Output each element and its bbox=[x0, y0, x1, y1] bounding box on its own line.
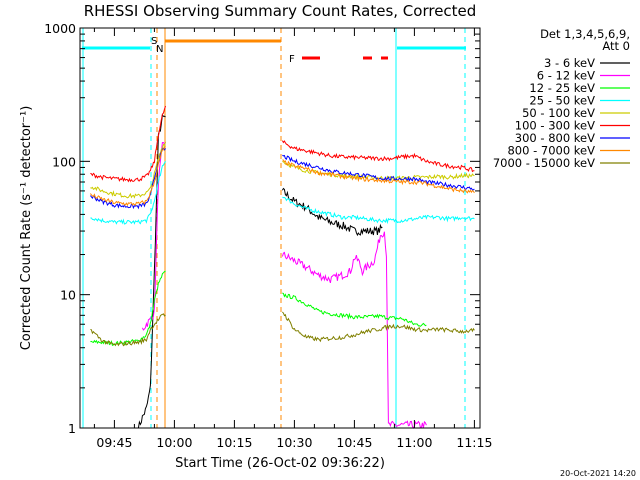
series-line bbox=[281, 231, 427, 429]
legend-label: 7000 - 15000 keV bbox=[493, 156, 595, 170]
series-line bbox=[90, 147, 167, 210]
plot-frame bbox=[79, 27, 481, 429]
flare-marker: F bbox=[289, 54, 295, 65]
series-line bbox=[282, 196, 475, 225]
chart-title: RHESSI Observing Summary Count Rates, Co… bbox=[84, 2, 477, 20]
series-line bbox=[282, 292, 427, 327]
series-line bbox=[137, 113, 166, 429]
series-line bbox=[90, 270, 166, 347]
series-line bbox=[90, 105, 167, 183]
legend-label: 800 - 7000 keV bbox=[507, 144, 595, 158]
y-tick-label: 1 bbox=[68, 421, 76, 436]
legend-header: Att 0 bbox=[602, 39, 630, 53]
night-marker: N bbox=[156, 44, 163, 55]
x-tick-label: 10:45 bbox=[336, 435, 372, 450]
x-tick-label: 11:15 bbox=[456, 435, 492, 450]
y-tick-label: 10 bbox=[60, 288, 76, 303]
y-tick-label: 100 bbox=[52, 154, 76, 169]
legend-label: 6 - 12 keV bbox=[537, 69, 595, 83]
legend-label: 50 - 100 keV bbox=[522, 106, 595, 120]
x-tick-label: 10:30 bbox=[276, 435, 312, 450]
series-line bbox=[90, 141, 167, 199]
x-tick-label: 09:45 bbox=[96, 435, 132, 450]
series-line bbox=[281, 140, 475, 173]
series-line bbox=[282, 159, 475, 194]
y-axis-label: Corrected Count Rate (s⁻¹ detector⁻¹) bbox=[19, 106, 34, 351]
x-tick-label: 10:15 bbox=[216, 435, 252, 450]
legend-label: 300 - 800 keV bbox=[515, 131, 595, 145]
y-tick-label: 1000 bbox=[44, 21, 76, 36]
legend-label: 25 - 50 keV bbox=[529, 94, 595, 108]
legend-label: 100 - 300 keV bbox=[515, 119, 595, 133]
footer-stamp: 20-Oct-2021 14:20 bbox=[560, 469, 636, 478]
series-line bbox=[282, 311, 475, 343]
series-line bbox=[89, 145, 166, 207]
legend-header: Det 1,3,4,5,6,9, bbox=[540, 27, 630, 41]
x-axis-label: Start Time (26-Oct-02 09:36:22) bbox=[175, 456, 385, 471]
series-line bbox=[90, 313, 166, 347]
x-tick-label: 10:00 bbox=[156, 435, 192, 450]
legend-label: 3 - 6 keV bbox=[544, 56, 595, 70]
x-tick-label: 11:00 bbox=[396, 435, 432, 450]
saa-marker: S bbox=[151, 36, 157, 47]
legend-label: 12 - 25 keV bbox=[529, 81, 595, 95]
series-line bbox=[281, 187, 383, 237]
series-line bbox=[90, 161, 167, 225]
